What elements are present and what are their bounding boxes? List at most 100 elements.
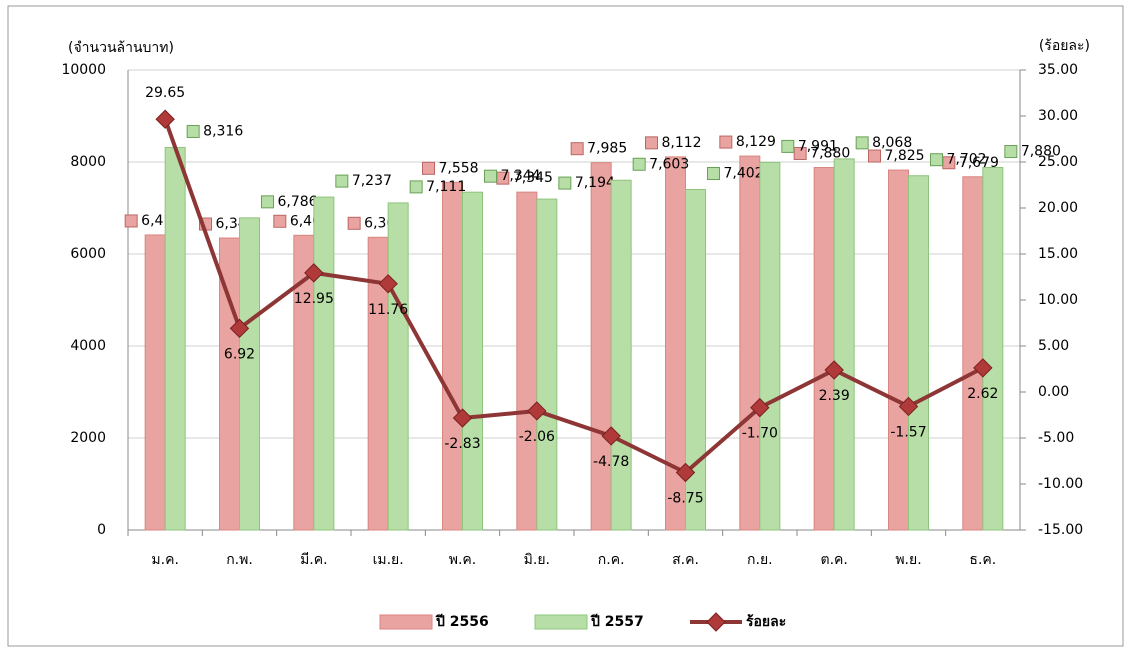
- bar: [833, 158, 855, 531]
- line-label: -1.70: [742, 426, 778, 442]
- y-tick-label: 0: [97, 522, 106, 538]
- bar: [590, 162, 612, 531]
- data-label: 8,129: [736, 134, 776, 150]
- x-tick-label: พ.ค.: [449, 552, 477, 568]
- bar: [610, 179, 632, 531]
- y-tick-label: 8000: [70, 154, 106, 170]
- label-marker: [422, 161, 435, 175]
- line-label: 6.92: [224, 346, 255, 362]
- bar: [536, 198, 558, 531]
- label-marker: [707, 167, 720, 181]
- bar: [144, 234, 166, 531]
- line-label: 2.39: [819, 388, 850, 404]
- bar: [462, 191, 483, 531]
- data-label: 7,991: [798, 138, 838, 154]
- x-tick-label: มี.ค.: [300, 552, 328, 568]
- y2-tick-label: 10.00: [1038, 292, 1078, 308]
- data-label: 7,702: [947, 152, 987, 168]
- y2-tick-label: 15.00: [1038, 246, 1078, 262]
- label-marker: [868, 149, 881, 163]
- y-tick-label: 2000: [70, 430, 106, 446]
- bar: [313, 196, 335, 531]
- line-label: 12.95: [294, 291, 334, 307]
- line-label: 2.62: [967, 386, 998, 402]
- label-marker: [781, 139, 795, 153]
- line-marker: [229, 318, 250, 339]
- data-label: 7,558: [439, 160, 479, 176]
- data-label: 8,112: [662, 135, 702, 151]
- bar: [982, 167, 1004, 531]
- line-marker: [750, 397, 770, 418]
- line-marker: [601, 426, 621, 446]
- bar: [516, 191, 538, 531]
- label-marker: [124, 214, 138, 228]
- bar: [387, 202, 409, 531]
- data-label: 8,068: [872, 135, 912, 151]
- label-marker: [645, 136, 658, 150]
- line-marker: [527, 401, 547, 421]
- legend-label: ปี 2556: [435, 614, 489, 630]
- line-marker: [452, 408, 473, 428]
- label-marker: [930, 153, 943, 167]
- y-tick-label: 6000: [70, 246, 106, 262]
- bar: [164, 146, 186, 531]
- bar: [813, 167, 835, 531]
- label-marker: [347, 216, 361, 230]
- y-axis-label: (จำนวนล้านบาท): [68, 40, 174, 56]
- y2-tick-label: 30.00: [1038, 108, 1078, 124]
- line-label: -1.57: [890, 424, 926, 440]
- line: [163, 118, 984, 475]
- x-tick-label: พ.ย.: [895, 552, 921, 568]
- line-label: -2.83: [444, 436, 480, 452]
- data-label: 7,603: [649, 156, 689, 172]
- x-tick-label: ต.ค.: [820, 552, 847, 568]
- bar: [759, 161, 781, 531]
- y2-tick-label: 35.00: [1038, 62, 1078, 78]
- legend-swatch: [379, 614, 433, 630]
- x-tick-label: ก.พ.: [226, 552, 253, 568]
- y2-tick-label: -5.00: [1038, 430, 1074, 446]
- line-label: -4.78: [593, 454, 629, 470]
- x-tick-label: ธ.ค.: [969, 552, 996, 568]
- bar: [962, 176, 984, 531]
- label-marker: [793, 147, 807, 161]
- label-marker: [186, 124, 200, 138]
- label-marker: [273, 214, 287, 228]
- data-label: 8,316: [203, 123, 243, 139]
- data-label: 7,344: [501, 168, 541, 184]
- bar: [888, 169, 909, 531]
- label-marker: [855, 136, 869, 150]
- x-tick-label: เม.ย.: [373, 552, 404, 568]
- line-marker: [824, 360, 844, 380]
- data-label: 7,237: [352, 173, 392, 189]
- y-tick-label: 4000: [70, 338, 106, 354]
- label-marker: [632, 157, 646, 171]
- bar: [685, 189, 706, 531]
- line-marker: [155, 109, 175, 129]
- y2-axis-label: (ร้อยละ): [1039, 38, 1090, 54]
- line-label: 29.65: [145, 85, 185, 101]
- data-label: 7,402: [724, 166, 764, 182]
- line-marker: [973, 358, 993, 378]
- x-tick-label: มิ.ย.: [524, 552, 550, 568]
- legend-label: ร้อยละ: [746, 614, 786, 630]
- data-label: 7,345: [513, 170, 553, 186]
- data-label: 7,880: [1021, 144, 1061, 160]
- line-label: -2.06: [519, 429, 555, 445]
- bar: [239, 217, 260, 531]
- bar: [739, 155, 761, 531]
- legend-label: ปี 2557: [590, 614, 644, 630]
- y2-tick-label: 20.00: [1038, 200, 1078, 216]
- label-marker: [558, 176, 572, 190]
- line-marker: [304, 263, 324, 283]
- y2-tick-label: 5.00: [1038, 338, 1069, 354]
- data-label: 7,194: [575, 175, 615, 191]
- y2-tick-label: -15.00: [1038, 522, 1083, 538]
- line-label: 11.76: [368, 302, 408, 318]
- label-marker: [484, 169, 497, 183]
- line-marker: [378, 274, 398, 294]
- line-marker: [675, 462, 696, 483]
- bar: [908, 175, 929, 531]
- bar: [442, 181, 463, 531]
